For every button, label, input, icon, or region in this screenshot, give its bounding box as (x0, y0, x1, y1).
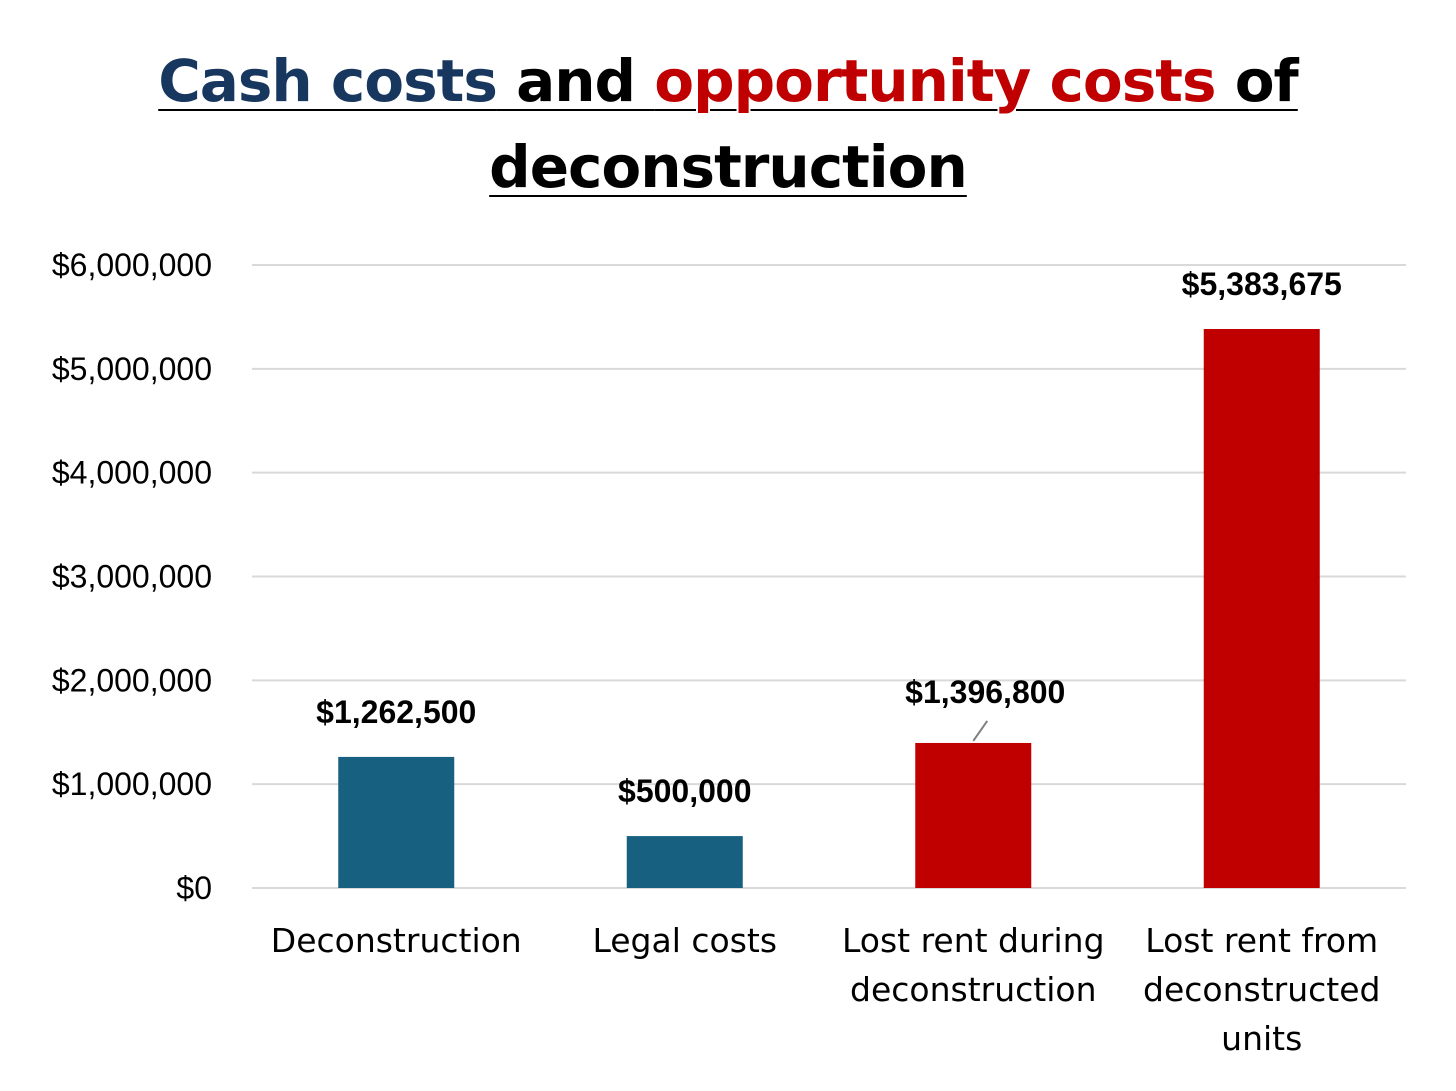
bars (338, 328, 1320, 888)
title-opportunity-costs: opportunity costs (654, 47, 1216, 115)
y-tick-label: $3,000,000 (52, 559, 212, 595)
data-labels: $1,262,500 $500,000 $1,396,800 $5,383,675 (316, 266, 1342, 809)
title-cash-costs: Cash costs (158, 47, 498, 115)
bar (626, 836, 743, 888)
chart-title: Cash costs and opportunity costs of deco… (0, 38, 1456, 210)
category-label: Deconstruction (271, 921, 522, 960)
category-label: Lost rent from (1145, 921, 1378, 960)
category-label: deconstructed (1143, 970, 1380, 1009)
data-label: $500,000 (618, 773, 751, 809)
bar (1203, 328, 1320, 888)
title-deconstruction: deconstruction (489, 133, 968, 201)
chart-title-line-1: Cash costs and opportunity costs of (0, 38, 1456, 124)
y-tick-label: $0 (176, 870, 212, 906)
y-tick-label: $2,000,000 (52, 662, 212, 698)
y-tick-label: $1,000,000 (52, 766, 212, 802)
y-axis-tick-labels: $0 $1,000,000 $2,000,000 $3,000,000 $4,000,0… (52, 247, 212, 906)
chart-title-line-2: deconstruction (0, 124, 1456, 210)
data-label-leader-line (972, 720, 989, 742)
category-label: Lost rent during (842, 921, 1105, 960)
chart-title-underlined-text: Cash costs and opportunity costs of (158, 47, 1299, 115)
bar (915, 742, 1032, 888)
category-label: deconstruction (850, 970, 1096, 1009)
title-of: of (1215, 47, 1299, 115)
category-label: units (1221, 1019, 1302, 1058)
data-label: $1,396,800 (905, 674, 1065, 710)
y-tick-label: $5,000,000 (52, 351, 212, 387)
category-label: Legal costs (592, 921, 777, 960)
x-axis-category-labels: Deconstruction Legal costs Lost rent durin… (271, 921, 1381, 1058)
data-label: $5,383,675 (1182, 266, 1342, 302)
bar (338, 756, 455, 888)
data-label: $1,262,500 (316, 694, 476, 730)
title-and: and (496, 47, 655, 115)
y-tick-label: $6,000,000 (52, 247, 212, 283)
y-tick-label: $4,000,000 (52, 455, 212, 491)
